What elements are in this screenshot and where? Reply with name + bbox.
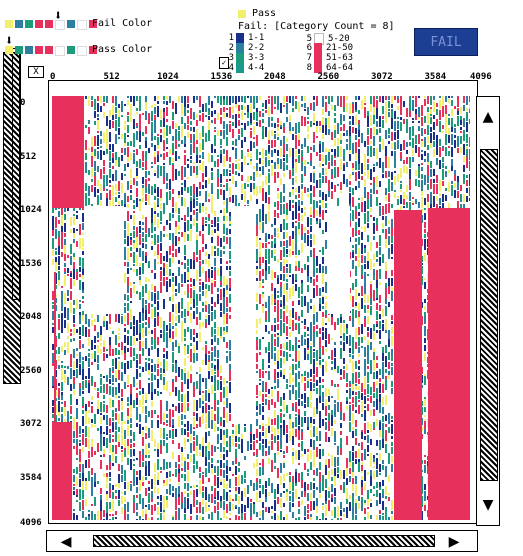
left-rail	[12, 48, 20, 300]
category-number: 5	[306, 34, 312, 44]
fail-legend-header: Fail: [Category Count = 8]	[238, 21, 395, 32]
category-number: 3	[228, 53, 234, 63]
pass-color-swatch[interactable]	[89, 46, 97, 54]
category-number: 1	[228, 33, 234, 43]
x-tick-label: 1536	[210, 72, 233, 82]
category-swatch	[314, 43, 322, 53]
pass-color-swatch[interactable]	[25, 46, 33, 54]
fail-color-swatch[interactable]	[45, 20, 53, 28]
fail-color-swatch[interactable]	[5, 20, 13, 28]
category-3: 3 3-3	[226, 53, 264, 63]
status-badge: FAIL	[414, 28, 478, 56]
fail-color-label: Fail Color	[92, 18, 153, 29]
category-number: 2	[228, 43, 234, 53]
pass-color-swatch[interactable]	[67, 46, 75, 54]
category-range: 1-1	[248, 33, 265, 43]
pass-color-swatch[interactable]	[35, 46, 43, 54]
category-range: 51-63	[326, 53, 354, 63]
category-number: 4	[228, 63, 234, 73]
category-4: 4 4-4	[226, 63, 264, 73]
pass-color-swatch[interactable]	[77, 46, 87, 56]
category-swatch	[236, 63, 244, 73]
scroll-right-button[interactable]: ▶	[448, 530, 460, 552]
category-swatch	[236, 33, 244, 43]
y-tick-label: 512	[20, 151, 37, 162]
y-tick-label: 3072	[20, 419, 42, 429]
pass-color-swatch[interactable]	[55, 46, 65, 56]
x-tick-label: 3072	[371, 72, 393, 82]
x-tick-label: 512	[103, 72, 120, 82]
y-tick-label: 3584	[20, 472, 42, 483]
category-swatch	[314, 63, 322, 73]
pass-color-swatch[interactable]	[5, 46, 13, 54]
category-number: 7	[306, 53, 312, 63]
y-tick-label: 2048	[20, 312, 42, 322]
pass-color-label: Pass Color	[92, 44, 153, 55]
fail-color-swatch[interactable]	[35, 20, 43, 28]
x-tick-label: 0	[50, 72, 56, 82]
y-tick-label: 1024	[20, 205, 42, 215]
category-6: 6 21-50	[304, 43, 353, 53]
category-swatch	[314, 53, 322, 63]
fail-bitmap[interactable]	[52, 96, 470, 520]
pass-color-swatches[interactable]	[5, 46, 97, 56]
x-tick-label: 2048	[264, 72, 286, 82]
y-tick-label: 0	[20, 98, 26, 108]
category-range: 21-50	[326, 43, 354, 53]
x-tick-label: 1024	[157, 72, 179, 82]
horizontal-scroll-thumb[interactable]	[93, 535, 435, 547]
category-checkbox[interactable]: ✓	[219, 57, 229, 69]
fail-color-swatch[interactable]	[89, 20, 97, 28]
category-swatch	[236, 53, 244, 63]
category-swatch	[236, 43, 244, 53]
scroll-up-button[interactable]: ▲	[482, 105, 494, 127]
pass-legend-label: Pass	[252, 8, 277, 19]
pass-legend-swatch	[238, 10, 246, 18]
scroll-left-button[interactable]: ◀	[60, 530, 72, 552]
y-tick-label: 1536	[20, 258, 42, 269]
fail-color-swatch[interactable]	[55, 20, 65, 30]
fail-color-swatch[interactable]	[25, 20, 33, 28]
y-tick-label: 4096	[20, 518, 42, 528]
fail-pointer-icon: ⬇	[54, 8, 63, 24]
category-7: 7 51-63	[304, 53, 353, 63]
category-1: 1 1-1	[226, 33, 264, 43]
category-range: 5-20	[328, 34, 350, 44]
vertical-scroll-thumb[interactable]	[480, 149, 498, 481]
category-range: 64-64	[326, 63, 354, 73]
x-tick-label: 3584	[424, 72, 447, 82]
fail-color-swatch[interactable]	[67, 20, 75, 28]
category-number: 8	[306, 63, 312, 73]
category-range: 4-4	[248, 63, 265, 73]
category-8: 8 64-64	[304, 63, 353, 73]
pass-color-swatch[interactable]	[45, 46, 53, 54]
fail-color-swatch[interactable]	[15, 20, 23, 28]
fail-color-swatches[interactable]	[5, 20, 97, 30]
horizontal-scrollbar[interactable]: ◀ ▶	[46, 530, 478, 552]
pass-color-swatch[interactable]	[15, 46, 23, 54]
fail-color-swatch[interactable]	[77, 20, 87, 30]
vertical-scrollbar[interactable]: ▲ ▼	[476, 96, 500, 526]
pass-pointer-icon: ⬇	[5, 33, 14, 49]
category-range: 2-2	[248, 43, 265, 53]
category-range: 3-3	[248, 53, 265, 63]
y-tick-label: 2560	[20, 365, 42, 376]
corner-reset-button[interactable]: X	[28, 66, 44, 78]
category-2: 2 2-2	[226, 43, 264, 53]
scroll-down-button[interactable]: ▼	[482, 493, 494, 515]
x-tick-label: 4096	[470, 72, 492, 82]
x-tick-label: 2560	[317, 72, 340, 82]
category-number: 6	[306, 43, 312, 53]
